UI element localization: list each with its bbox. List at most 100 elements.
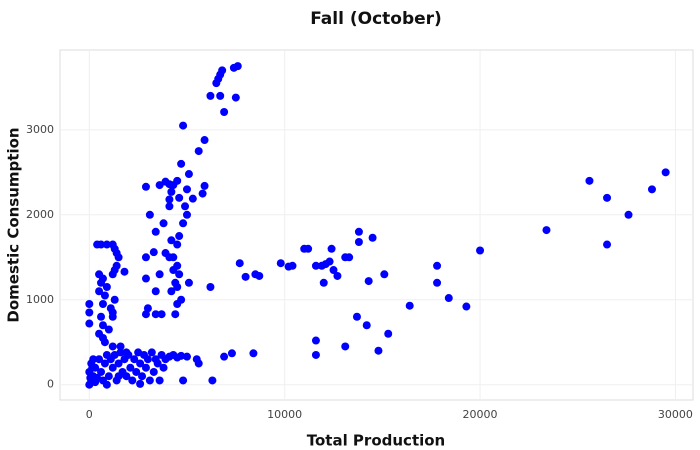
point: [145, 210, 154, 219]
point: [159, 219, 168, 228]
point: [405, 301, 414, 310]
point: [276, 259, 285, 268]
point: [462, 302, 471, 311]
point: [153, 359, 162, 368]
point: [149, 367, 158, 376]
point: [249, 349, 258, 358]
point: [212, 79, 221, 88]
point: [141, 274, 150, 283]
point: [136, 359, 145, 368]
point: [179, 376, 188, 385]
point: [603, 193, 612, 202]
point: [102, 240, 111, 249]
point: [304, 244, 313, 253]
point: [102, 283, 111, 292]
point: [167, 236, 176, 245]
point: [184, 278, 193, 287]
point: [192, 355, 201, 364]
point: [167, 187, 176, 196]
point: [175, 270, 184, 279]
point: [98, 300, 107, 309]
point: [173, 283, 182, 292]
point: [194, 147, 203, 156]
point: [120, 267, 129, 276]
point: [122, 348, 131, 357]
point: [173, 300, 182, 309]
point: [433, 278, 442, 287]
point: [319, 278, 328, 287]
point: [104, 372, 113, 381]
point: [329, 266, 338, 275]
point: [175, 193, 184, 202]
point: [85, 319, 94, 328]
point: [143, 355, 152, 364]
x-tick-label: 30000: [658, 408, 693, 421]
point: [155, 270, 164, 279]
point: [354, 227, 363, 236]
point: [200, 136, 209, 145]
point: [100, 291, 109, 300]
point: [354, 237, 363, 246]
point: [311, 261, 320, 270]
point: [104, 325, 113, 334]
point: [151, 287, 160, 296]
point: [95, 287, 104, 296]
y-tick-label: 1000: [26, 293, 54, 306]
point: [116, 348, 125, 357]
point: [151, 310, 160, 319]
x-tick-label: 10000: [267, 408, 302, 421]
point: [97, 240, 106, 249]
point: [126, 363, 135, 372]
point: [585, 176, 594, 185]
x-axis-title: Total Production: [307, 432, 446, 450]
point: [362, 321, 371, 330]
point: [206, 283, 215, 292]
point: [100, 338, 109, 347]
point: [128, 376, 137, 385]
point: [184, 170, 193, 179]
point: [114, 253, 123, 262]
point: [88, 363, 97, 372]
point: [177, 351, 186, 360]
point: [175, 232, 184, 241]
point: [114, 372, 123, 381]
point: [141, 182, 150, 191]
point: [235, 259, 244, 268]
point: [149, 248, 158, 257]
point: [141, 310, 150, 319]
point: [433, 261, 442, 270]
point: [661, 168, 670, 177]
point: [227, 349, 236, 358]
point: [241, 272, 250, 281]
point: [345, 253, 354, 262]
point: [141, 253, 150, 262]
x-tick-label: 0: [86, 408, 93, 421]
y-axis-title: Domestic Consumption: [5, 127, 23, 322]
point: [476, 246, 485, 255]
point: [165, 195, 174, 204]
point: [182, 352, 191, 361]
point: [100, 359, 109, 368]
point: [179, 121, 188, 130]
point: [206, 91, 215, 100]
point: [311, 336, 320, 345]
point: [542, 226, 551, 235]
point: [97, 312, 106, 321]
point: [85, 300, 94, 309]
point: [255, 271, 264, 280]
plot-panel: [59, 49, 694, 401]
point: [181, 202, 190, 211]
point: [384, 329, 393, 338]
point: [151, 227, 160, 236]
point: [138, 372, 147, 381]
point: [147, 348, 156, 357]
point: [169, 181, 178, 190]
point: [102, 380, 111, 389]
point: [624, 210, 633, 219]
point: [97, 367, 106, 376]
point: [327, 244, 336, 253]
point: [603, 240, 612, 249]
point: [444, 294, 453, 303]
